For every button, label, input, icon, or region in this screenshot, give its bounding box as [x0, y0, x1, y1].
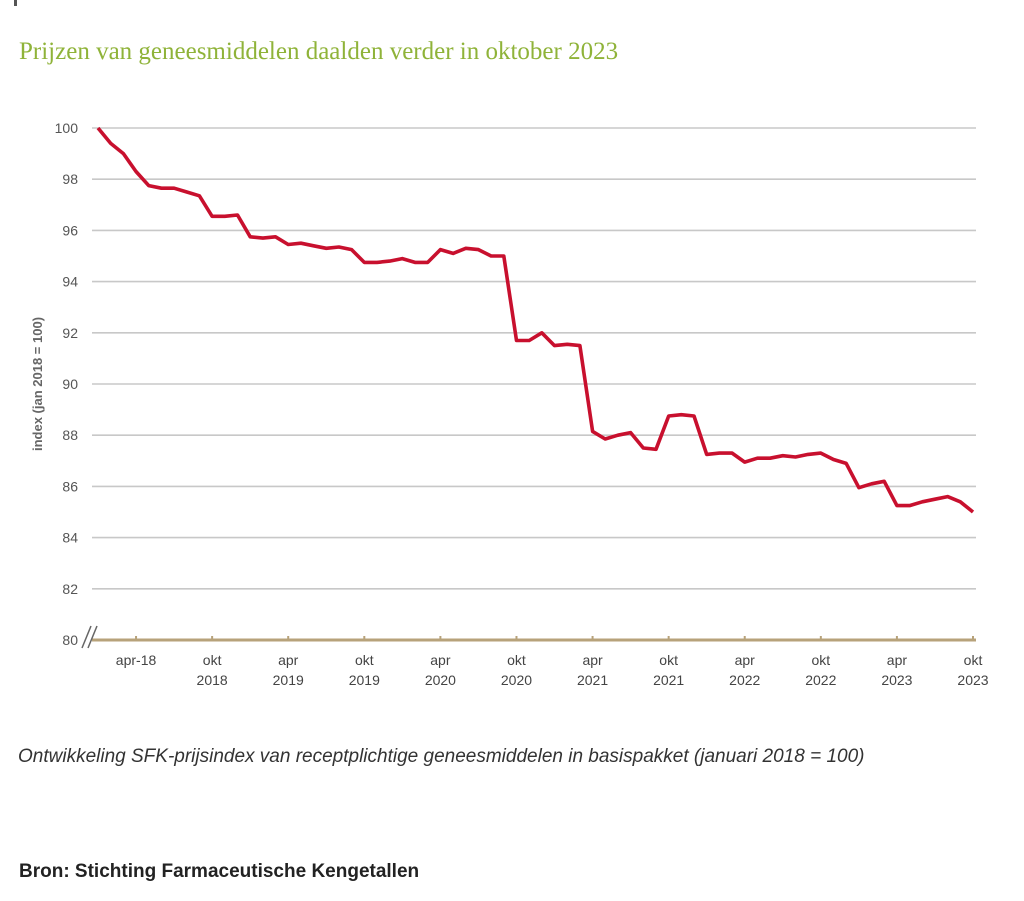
axis-break-mark [87, 625, 98, 649]
grid-layer [92, 127, 976, 590]
y-axis-label: index (jan 2018 = 100) [30, 317, 45, 451]
x-tick-label: okt [811, 652, 830, 668]
x-tick-label: okt [507, 652, 526, 668]
axis-break-mark [81, 625, 92, 649]
x-tick-labels: apr-18 okt 2018 apr 2019 okt 2019 apr 2020 okt 202… [116, 652, 989, 688]
x-tick-label: apr [278, 652, 299, 668]
x-tick-label: okt [203, 652, 222, 668]
x-tick-label: 2022 [805, 672, 836, 688]
x-tick-label: 2021 [577, 672, 608, 688]
y-tick-label: 86 [62, 478, 78, 494]
x-tick-label: 2020 [501, 672, 532, 688]
x-tick-label: apr [582, 652, 603, 668]
x-tick-label: 2021 [653, 672, 684, 688]
x-tick-label: apr [430, 652, 451, 668]
x-tick-label: apr [887, 652, 908, 668]
y-tick-label: 80 [62, 632, 78, 648]
y-tick-label: 92 [62, 325, 78, 341]
y-tick-label: 90 [62, 376, 78, 392]
x-tick-label: apr-18 [116, 652, 157, 668]
x-tick-label: 2023 [881, 672, 912, 688]
series-line [96, 126, 975, 514]
y-tick-labels: 100 98 96 94 92 90 88 86 84 82 80 [55, 120, 79, 648]
x-tick-label: okt [659, 652, 678, 668]
x-tick-label: 2023 [957, 672, 988, 688]
y-tick-label: 82 [62, 581, 78, 597]
x-axis [81, 625, 976, 649]
y-tick-label: 100 [55, 120, 79, 136]
chart-caption: Ontwikkeling SFK-prijsindex van receptpl… [18, 746, 865, 767]
series-layer [96, 126, 975, 514]
x-tick-label: 2019 [349, 672, 380, 688]
x-tick-label: 2020 [425, 672, 456, 688]
y-tick-label: 94 [62, 274, 78, 290]
x-tick-label: 2018 [197, 672, 228, 688]
y-tick-label: 96 [62, 222, 78, 238]
top-edge-fragment [0, 0, 30, 8]
x-tick-label: okt [964, 652, 983, 668]
x-tick-label: 2019 [273, 672, 304, 688]
page-title: Prijzen van geneesmiddelen daalden verde… [19, 38, 619, 65]
x-tick-label: apr [735, 652, 756, 668]
y-tick-label: 98 [62, 171, 78, 187]
source-note: Bron: Stichting Farmaceutische Kengetall… [19, 861, 420, 882]
x-tick-label: 2022 [729, 672, 760, 688]
x-tick-label: okt [355, 652, 374, 668]
y-tick-label: 88 [62, 427, 78, 443]
y-tick-label: 84 [62, 530, 78, 546]
